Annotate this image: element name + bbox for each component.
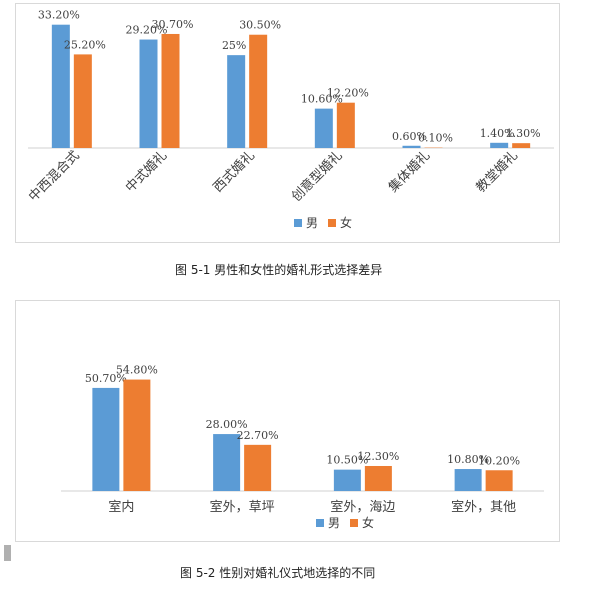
chart-1-container: 33.20% 25.20% 中西混合式 29.20% 30.70% 中式婚礼 25% 30.5… <box>15 3 560 243</box>
chart2-bar-female-1 <box>244 444 272 491</box>
chart1-data-label: 1.40% <box>480 127 515 140</box>
chart2-category-label: 室外，其他 <box>451 499 516 515</box>
chart1-bar-male-4 <box>402 145 421 148</box>
chart1-bar-male-3 <box>314 108 333 148</box>
chart2-category-label: 室外，草坪 <box>210 499 275 515</box>
chart2-data-label: 10.20% <box>478 454 520 467</box>
chart1-bar-female-1 <box>161 33 180 148</box>
chart1-bar-female-2 <box>249 34 268 148</box>
margin-marker <box>4 545 11 561</box>
chart1-bar-male-1 <box>139 39 158 148</box>
chart2-data-label: 54.80% <box>116 364 158 377</box>
chart1-data-label: 1.30% <box>506 127 541 140</box>
chart-2-plot: 50.70%54.80% 室内 28.00%22.70% 室外，草坪 10.50%12.… <box>61 364 544 530</box>
chart2-bar-male-0 <box>92 387 120 491</box>
chart1-category-label: 西式婚礼 <box>210 148 258 196</box>
chart2-data-label: 22.70% <box>237 429 279 442</box>
chart2-legend-label: 女 <box>362 515 374 530</box>
chart1-bar-male-5 <box>490 142 509 148</box>
chart1-data-label: 0.60% <box>392 130 427 143</box>
chart1-data-label: 0.10% <box>418 132 453 145</box>
chart1-data-label: 30.50% <box>239 19 281 32</box>
chart2-data-label: 12.30% <box>357 450 399 463</box>
chart1-bar-male-0 <box>51 24 70 148</box>
chart1-category-label: 教堂婚礼 <box>473 148 521 196</box>
chart1-bar-female-0 <box>73 54 92 148</box>
chart1-category-label: 中西混合式 <box>26 148 83 205</box>
chart2-data-label: 10.80% <box>447 453 489 466</box>
chart2-category-label: 室外，海边 <box>330 499 395 515</box>
chart2-bar-male-1 <box>213 434 241 491</box>
chart1-data-label: 33.20% <box>38 9 80 22</box>
chart2-bar-female-3 <box>485 470 513 491</box>
chart1-category-label: 创意型婚礼 <box>288 148 345 205</box>
chart1-legend-label: 女 <box>340 215 352 230</box>
chart1-data-label: 12.20% <box>327 87 369 100</box>
chart1-data-label: 30.70% <box>152 18 194 31</box>
chart2-legend-swatch-female <box>350 519 358 527</box>
chart-1-plot: 33.20% 25.20% 中西混合式 29.20%30.70% 中式婚礼 25% 30.5… <box>26 9 554 230</box>
chart2-legend-label: 男 <box>328 516 340 530</box>
chart2-data-label: 50.70% <box>85 372 127 385</box>
figure-2-caption: 图 5-2 性别对婚礼仪式地选择的不同 <box>180 566 376 580</box>
chart2-data-label: 10.50% <box>326 454 368 467</box>
chart2-bar-male-3 <box>454 469 482 491</box>
chart1-bar-male-2 <box>227 55 246 149</box>
chart2-data-label: 28.00% <box>206 418 248 431</box>
chart1-category-label: 集体婚礼 <box>385 148 433 196</box>
chart1-legend-swatch-female <box>328 219 336 227</box>
chart1-category-label: 中式婚礼 <box>122 148 170 196</box>
chart1-data-label: 10.60% <box>301 93 343 106</box>
chart1-data-label: 25% <box>222 39 246 52</box>
chart2-bar-female-2 <box>364 465 392 491</box>
chart-2-container: 50.70% 54.80% 室内 28.00% 22.70% 室外，草坪 10.50% 12.… <box>15 300 560 542</box>
chart1-legend-label: 男 <box>306 216 318 230</box>
chart2-bar-male-2 <box>333 469 361 491</box>
chart2-bar-female-0 <box>123 379 151 491</box>
chart1-bar-female-3 <box>336 102 355 148</box>
figure-1-caption: 图 5-1 男性和女性的婚礼形式选择差异 <box>175 263 383 277</box>
chart1-data-label: 25.20% <box>64 38 106 51</box>
chart2-category-label: 室内 <box>108 499 134 515</box>
chart1-legend-swatch-male <box>294 219 302 227</box>
chart1-bar-female-5 <box>512 143 531 148</box>
chart2-legend-swatch-male <box>316 519 324 527</box>
chart1-data-label: 29.20% <box>126 24 168 37</box>
